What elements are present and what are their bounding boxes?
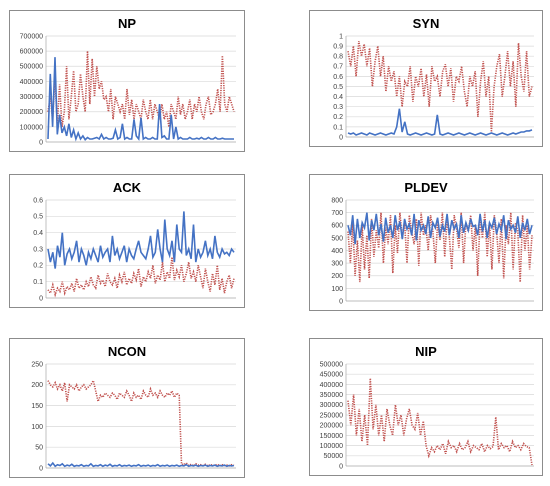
y-tick-label: 0.8 xyxy=(333,54,343,61)
y-tick-label: 300 xyxy=(331,261,343,268)
y-tick-label: 0.6 xyxy=(333,74,343,81)
y-tick-label: 250000 xyxy=(320,412,343,419)
series-line-solid xyxy=(47,211,235,269)
chart-plot: 0 50000 100000 150000 200000 250000 300000 3500… xyxy=(320,361,534,470)
y-tick-label: 0.9 xyxy=(333,44,343,51)
y-tick-label: 400000 xyxy=(320,382,343,389)
y-tick-label: 0.1 xyxy=(33,279,43,286)
y-tick-label: 0.1 xyxy=(333,124,343,131)
series-line-solid xyxy=(347,212,533,245)
y-tick-label: 300000 xyxy=(320,402,343,409)
y-tick-label: 200000 xyxy=(20,109,43,116)
y-tick-label: 200 xyxy=(331,273,343,280)
series-line-solid xyxy=(47,461,235,468)
y-tick-label: 200000 xyxy=(320,423,343,430)
y-tick-label: 200 xyxy=(31,382,43,389)
chart-plot: 0 0.1 0.2 0.3 0.4 0.5 0.6 0.7 0.8 0.9 1 xyxy=(333,33,534,141)
chart-panel-pldev: PLDEV 0 100 200 300 400 500 600 700 800 xyxy=(309,174,543,311)
chart-plot: 0 100000 200000 300000 400000 500000 600000 700… xyxy=(20,33,236,146)
chart-panel-nip: NIP 0 50000 100000 150000 200000 250000 300000… xyxy=(309,338,543,476)
chart-title: SYN xyxy=(412,16,440,31)
y-tick-label: 700 xyxy=(331,210,343,217)
y-tick-label: 0.2 xyxy=(333,114,343,121)
chart-panel-np: NP 0 100000 200000 300000 400000 500000 600000… xyxy=(9,10,245,152)
y-tick-label: 450000 xyxy=(320,372,343,379)
y-tick-label: 250 xyxy=(31,361,43,368)
chart-title: ACK xyxy=(112,180,142,195)
chart-title: PLDEV xyxy=(404,180,448,195)
y-tick-label: 0.4 xyxy=(33,230,43,237)
chart-title: NIP xyxy=(415,344,437,359)
y-tick-label: 500 xyxy=(331,235,343,242)
chart-plot: 0 0.1 0.2 0.3 0.4 0.5 0.6 xyxy=(33,197,236,302)
y-tick-label: 300000 xyxy=(20,94,43,101)
y-tick-label: 150000 xyxy=(320,433,343,440)
y-tick-label: 0 xyxy=(339,298,343,305)
series-line-dotted xyxy=(47,51,235,128)
y-tick-label: 0 xyxy=(339,134,343,141)
y-tick-label: 0.7 xyxy=(333,64,343,71)
y-tick-label: 0.5 xyxy=(33,214,43,221)
series-line-solid xyxy=(347,108,533,136)
chart-title: NCON xyxy=(107,344,147,359)
y-tick-label: 600 xyxy=(331,223,343,230)
y-tick-label: 0.5 xyxy=(333,84,343,91)
y-tick-label: 400 xyxy=(331,248,343,255)
y-tick-label: 600000 xyxy=(20,49,43,56)
y-tick-label: 400000 xyxy=(20,79,43,86)
y-tick-label: 100000 xyxy=(320,443,343,450)
y-tick-label: 0 xyxy=(39,139,43,146)
y-tick-label: 350000 xyxy=(320,392,343,399)
y-tick-label: 50 xyxy=(35,445,43,452)
chart-panel-ncon: NCON 0 50 100 150 200 250 xyxy=(9,338,245,478)
y-tick-label: 150 xyxy=(31,403,43,410)
y-tick-label: 100000 xyxy=(20,124,43,131)
series-line-dotted xyxy=(47,257,235,298)
chart-plot: 0 50 100 150 200 250 xyxy=(31,361,236,472)
y-tick-label: 0.6 xyxy=(33,197,43,204)
series-line-solid xyxy=(47,57,234,142)
y-tick-label: 0.3 xyxy=(333,104,343,111)
series-line-dotted xyxy=(347,378,533,466)
y-tick-label: 100 xyxy=(31,424,43,431)
y-tick-label: 1 xyxy=(339,33,343,40)
y-tick-label: 100 xyxy=(331,286,343,293)
y-tick-label: 800 xyxy=(331,197,343,204)
y-tick-label: 0 xyxy=(39,295,43,302)
y-tick-label: 0.2 xyxy=(33,263,43,270)
chart-panel-syn: SYN 0 0.1 0.2 0.3 0.4 0.5 0.6 0.7 0.8 0.9 1 xyxy=(309,10,543,147)
chart-plot: 0 100 200 300 400 500 600 700 800 xyxy=(331,197,534,305)
y-tick-label: 0.3 xyxy=(33,246,43,253)
y-tick-label: 0.4 xyxy=(333,94,343,101)
series-line-dotted xyxy=(347,40,533,133)
chart-title: NP xyxy=(117,16,137,31)
y-tick-label: 50000 xyxy=(324,453,344,460)
y-tick-label: 0 xyxy=(339,463,343,470)
y-tick-label: 0 xyxy=(39,465,43,472)
y-tick-label: 700000 xyxy=(20,33,43,40)
y-tick-label: 500000 xyxy=(320,361,343,368)
chart-panel-ack: ACK 0 0.1 0.2 0.3 0.4 0.5 0.6 xyxy=(9,174,245,308)
y-tick-label: 500000 xyxy=(20,64,43,71)
series-line-dotted xyxy=(47,378,235,467)
